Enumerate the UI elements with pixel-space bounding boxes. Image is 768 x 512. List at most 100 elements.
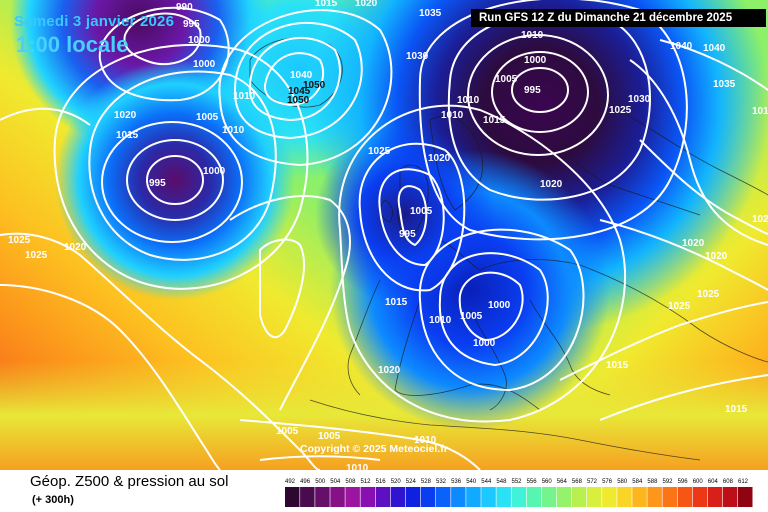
legend-swatch	[330, 487, 345, 507]
pressure-label: 1020	[705, 251, 728, 262]
pressure-label: 1010	[429, 315, 452, 326]
pressure-label: 1020	[114, 110, 137, 121]
legend-tick-label: 568	[572, 479, 583, 485]
legend-swatch	[420, 487, 436, 507]
legend-tick-label: 508	[345, 479, 356, 485]
pressure-label: 1040	[290, 70, 313, 81]
pressure-label: 1000	[488, 300, 511, 311]
pressure-label: 1015	[483, 115, 506, 126]
legend-tick-label: 512	[361, 479, 372, 485]
pressure-label: 1020	[355, 0, 378, 9]
legend-tick-label: 588	[647, 479, 658, 485]
pressure-label: 1015	[315, 0, 338, 9]
pressure-label: 1010	[414, 435, 437, 446]
legend-swatch	[602, 487, 617, 507]
pressure-label: 1005	[196, 112, 219, 123]
legend-swatch	[707, 487, 723, 507]
pressure-label: 1005	[495, 74, 518, 85]
forecast-local-time: 1:00 locale	[16, 32, 129, 57]
pressure-label: 1000	[524, 55, 547, 66]
pressure-label: 1020	[378, 365, 401, 376]
pressure-label: 1015	[385, 297, 408, 308]
pressure-label: 1005	[276, 426, 299, 437]
pressure-label: 1030	[628, 94, 651, 105]
legend-tick-label: 584	[632, 479, 643, 485]
pressure-label: 1000	[473, 338, 496, 349]
legend-swatch	[405, 487, 421, 507]
legend-swatch	[436, 487, 451, 507]
pressure-label: 995	[524, 85, 541, 96]
legend-tick-label: 528	[421, 479, 432, 485]
pressure-label: 1005	[410, 206, 433, 217]
pressure-label: 1025	[697, 289, 720, 300]
legend-tick-label: 552	[512, 479, 523, 485]
pressure-label: 1020	[64, 242, 87, 253]
forecast-lead-time: (+ 300h)	[32, 494, 74, 506]
pressure-label: 1050	[303, 80, 326, 91]
legend-swatch	[541, 487, 557, 507]
legend-swatch	[511, 487, 526, 507]
color-scale-legend: 492 496 500 504 508 512 516 520 524 528 532 536 540 5…	[285, 479, 753, 507]
legend-swatch	[451, 487, 466, 507]
pressure-label: 1020	[682, 238, 705, 249]
pressure-label: 995	[183, 19, 200, 30]
legend-tick-label: 576	[602, 479, 613, 485]
pressure-label: 1025	[25, 250, 48, 261]
pressure-label: 1040	[703, 43, 726, 54]
pressure-label: 995	[399, 229, 416, 240]
legend-swatch	[481, 487, 496, 507]
pressure-label: 1015	[752, 106, 768, 117]
pressure-label: 1045	[288, 86, 311, 97]
legend-tick-label: 556	[527, 479, 538, 485]
legend-swatch	[360, 487, 375, 507]
map-title: Géop. Z500 & pression au sol	[30, 473, 229, 490]
legend-tick-label: 524	[406, 479, 417, 485]
legend-tick-label: 596	[678, 479, 689, 485]
pressure-label: 1010	[346, 463, 369, 470]
pressure-label: 1025	[8, 235, 31, 246]
legend-swatch	[677, 487, 693, 507]
legend-swatch	[375, 487, 391, 507]
pressure-label: 1035	[713, 79, 736, 90]
legend-swatch	[390, 487, 406, 507]
legend-tick-label: 604	[708, 479, 719, 485]
legend-swatch	[738, 487, 753, 507]
pressure-label: 1025	[668, 301, 691, 312]
pressure-label: 1000	[203, 166, 226, 177]
legend-tick-label: 504	[330, 479, 341, 485]
pressure-label: 1025	[368, 146, 391, 157]
legend-tick-label: 560	[542, 479, 553, 485]
legend-tick-label: 548	[496, 479, 507, 485]
legend-swatch	[556, 487, 572, 507]
pressure-label: 1040	[670, 41, 693, 52]
legend-tick-label: 516	[376, 479, 387, 485]
legend-tick-label: 592	[663, 479, 674, 485]
legend-swatch	[647, 487, 662, 507]
pressure-label: 1020	[428, 153, 451, 164]
legend-tick-label: 500	[315, 479, 326, 485]
legend-tick-label: 532	[436, 479, 447, 485]
pressure-label: 1025	[609, 105, 632, 116]
legend-swatch	[571, 487, 587, 507]
legend-swatch	[285, 487, 300, 507]
map-footer: Géop. Z500 & pression au sol (+ 300h) 49…	[0, 470, 768, 512]
pressure-label: 990	[176, 2, 193, 13]
pressure-label: 1035	[419, 8, 442, 19]
legend-swatch	[722, 487, 738, 507]
legend-tick-label: 492	[285, 479, 296, 485]
legend-tick-label: 600	[693, 479, 704, 485]
model-run-banner: Run GFS 12 Z du Dimanche 21 décembre 202…	[471, 9, 766, 27]
legend-tick-label: 612	[738, 479, 749, 485]
geopotential-pressure-map: 995 990 1000 1000 1020 1015 1005 1010 10…	[0, 0, 768, 470]
legend-swatch	[587, 487, 602, 507]
legend-tick-label: 520	[391, 479, 402, 485]
legend-swatch	[526, 487, 542, 507]
pressure-label: 1000	[188, 35, 211, 46]
legend-tick-label: 572	[587, 479, 598, 485]
isobars	[0, 0, 768, 470]
pressure-label: 1010	[521, 30, 544, 41]
legend-swatch	[662, 487, 677, 507]
pressure-label: 1000	[193, 59, 216, 70]
pressure-label: 1005	[318, 431, 341, 442]
